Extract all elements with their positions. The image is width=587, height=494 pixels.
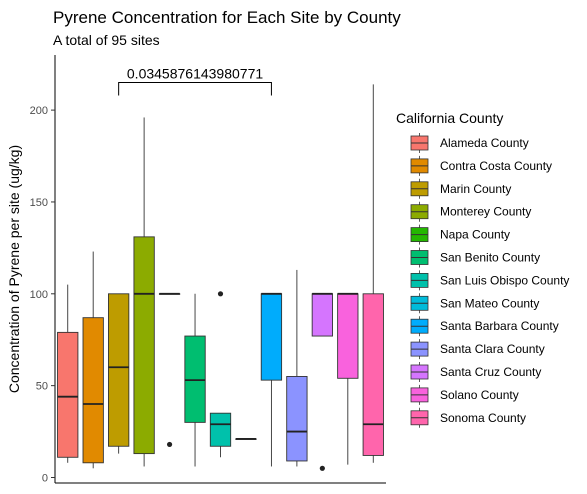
box-body (108, 293, 130, 447)
box-monterey-county (133, 117, 155, 467)
y-tick-label: 150 (30, 197, 48, 209)
legend-item: San Luis Obispo County (410, 270, 569, 291)
legend-label: San Benito County (440, 251, 540, 265)
legend-item: Monterey County (410, 201, 531, 222)
legend-title: California County (396, 110, 503, 126)
box-body (57, 331, 79, 458)
outlier-point (319, 465, 325, 471)
legend-item: Santa Clara County (410, 339, 545, 360)
y-tick-label: 50 (36, 381, 48, 393)
legend-label: Santa Barbara County (440, 319, 559, 333)
legend-label: San Luis Obispo County (440, 273, 569, 287)
outlier-point (217, 291, 224, 297)
box-body (286, 376, 308, 462)
box-sonoma-county (362, 84, 384, 463)
legend-item: Santa Barbara County (410, 316, 559, 337)
legend-label: Sonoma County (440, 411, 526, 425)
box-marin-county (108, 293, 130, 454)
legend-label: Solano County (440, 388, 519, 402)
legend-item: Napa County (410, 224, 510, 245)
box-body (184, 335, 206, 423)
legend-item: San Benito County (410, 247, 540, 268)
box-body (209, 412, 232, 447)
box-santa-clara-county (286, 269, 308, 467)
legend-item: Solano County (410, 384, 519, 405)
box-alameda-county (57, 284, 79, 463)
legend-label: Marin County (440, 182, 511, 196)
box-san-mateo-county (235, 438, 257, 440)
significance-label: 0.0345876143980771 (127, 66, 263, 82)
legend-item: San Mateo County (410, 293, 539, 314)
y-axis-title: Concentration of Pyrene per site (ug/kg) (6, 145, 22, 393)
box-napa-county (158, 292, 181, 448)
box-solano-county (337, 292, 359, 465)
box-santa-cruz-county (311, 292, 333, 471)
y-tick-label: 200 (30, 105, 48, 117)
outlier-point (166, 441, 173, 448)
y-tick-label: 0 (42, 472, 48, 484)
legend-label: Monterey County (440, 205, 531, 219)
legend: California County Alameda County Contra C… (396, 110, 569, 428)
legend-item: Sonoma County (410, 407, 526, 428)
box-body (311, 293, 333, 337)
legend-item: Alameda County (410, 133, 529, 153)
y-tick-label: 100 (30, 289, 48, 301)
significance-bracket (118, 82, 272, 96)
box-san-luis-obispo-county (209, 291, 232, 458)
chart-title: Pyrene Concentration for Each Site by Co… (53, 8, 401, 27)
legend-item: Contra Costa County (410, 155, 552, 176)
box-body (362, 293, 384, 456)
box-san-benito-county (184, 293, 206, 467)
chart-subtitle: A total of 95 sites (53, 32, 160, 48)
legend-label: San Mateo County (440, 296, 539, 310)
box-contra-costa-county (82, 251, 104, 469)
legend-item: Marin County (410, 178, 511, 199)
plot-area: 0 50 100 150 200 0.0345876143980771 (30, 55, 386, 484)
legend-label: Santa Cruz County (440, 365, 541, 379)
box-body (133, 236, 155, 455)
legend-label: Napa County (440, 228, 510, 242)
legend-label: Contra Costa County (440, 159, 552, 173)
box-body (82, 317, 104, 464)
legend-item: Santa Cruz County (410, 362, 541, 382)
legend-label: Alameda County (440, 136, 529, 150)
box-body (260, 293, 283, 381)
legend-label: Santa Clara County (440, 342, 545, 356)
box-body (337, 293, 359, 379)
box-santa-barbara-county (260, 292, 283, 467)
